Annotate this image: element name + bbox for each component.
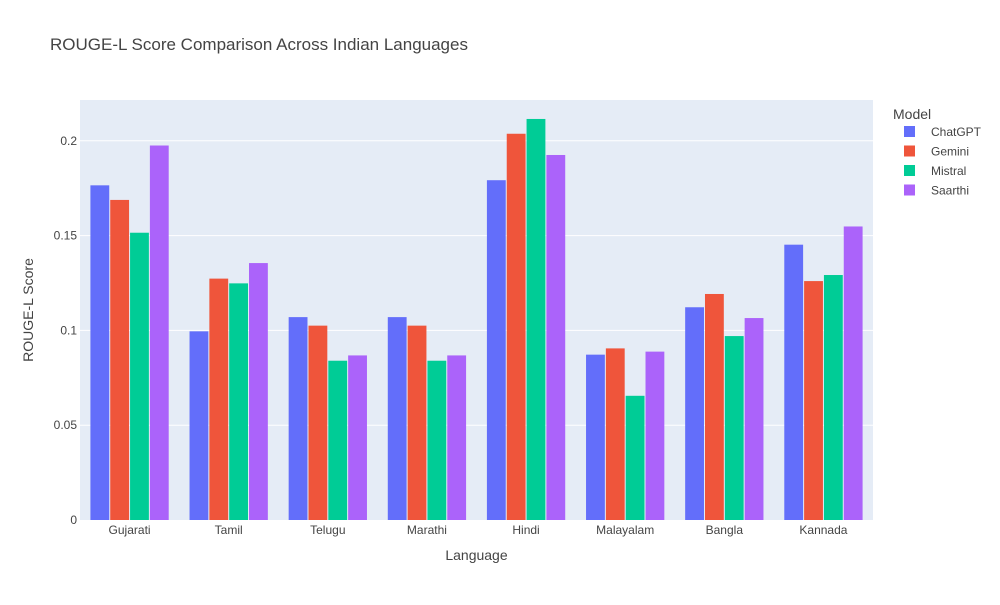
bar-gemini-malayalam [605,348,625,520]
legend-title: Model [893,106,931,122]
x-tick-label: Hindi [512,523,539,537]
bar-gemini-telugu [308,325,328,520]
legend-items: ChatGPT Gemini Mistral Saarthi [904,125,982,198]
bar-mistral-bangla [724,336,744,520]
y-tick-labels: 0 0.05 0.1 0.15 0.2 [54,134,78,527]
bar-chatgpt-gujarati [90,185,110,520]
bar-mistral-tamil [229,283,249,520]
bar-saarthi-kannada [843,226,863,520]
x-tick-label: Tamil [215,523,243,537]
x-tick-label: Telugu [310,523,345,537]
bar-chatgpt-bangla [685,307,704,520]
x-tick-label: Gujarati [109,523,151,537]
bar-mistral-hindi [526,118,546,521]
legend-label: Saarthi [931,184,969,198]
bar-saarthi-hindi [546,154,566,520]
chart-title: ROUGE-L Score Comparison Across Indian L… [50,35,468,54]
x-tick-label: Malayalam [596,523,654,537]
bar-saarthi-tamil [249,263,268,520]
legend-label: Mistral [931,164,966,178]
bar-gemini-hindi [506,133,526,520]
bar-saarthi-malayalam [645,351,665,520]
bar-chatgpt-malayalam [586,354,605,520]
bar-saarthi-gujarati [149,145,169,520]
legend-swatch [904,184,915,196]
bar-chatgpt-kannada [784,244,804,521]
bar-gemini-kannada [804,281,823,520]
bar-chatgpt-marathi [387,317,407,520]
bar-mistral-marathi [427,360,447,520]
y-tick-label: 0.1 [60,323,77,337]
x-axis-title: Language [445,547,508,563]
legend-item-gemini[interactable]: Gemini [904,145,969,159]
legend-item-saarthi[interactable]: Saarthi [904,184,969,198]
legend-label: Gemini [931,145,969,159]
legend: Model ChatGPT Gemini Mistral Saarthi [893,106,982,198]
x-tick-label: Bangla [706,523,744,537]
bars [90,118,863,521]
bar-chatgpt-hindi [486,180,506,520]
y-tick-label: 0.05 [54,418,78,432]
x-tick-label: Marathi [407,523,447,537]
bar-mistral-gujarati [130,232,149,520]
bar-mistral-malayalam [625,395,645,520]
bar-chatgpt-telugu [288,317,308,520]
y-axis-title: ROUGE-L Score [20,258,36,362]
bar-saarthi-telugu [348,355,367,520]
y-tick-label: 0 [70,513,77,527]
bar-saarthi-bangla [744,318,764,520]
legend-swatch [904,165,915,176]
bar-gemini-gujarati [110,199,130,520]
bar-mistral-kannada [823,275,843,520]
x-tick-labels: Gujarati Tamil Telugu Marathi Hindi Malayalam… [109,523,848,537]
bar-chatgpt-tamil [189,331,209,520]
bar-gemini-tamil [209,278,229,520]
legend-swatch [904,126,915,137]
legend-item-mistral[interactable]: Mistral [904,164,966,178]
x-tick-label: Kannada [799,523,847,537]
y-tick-label: 0.15 [54,229,78,243]
legend-label: ChatGPT [931,125,982,139]
bar-saarthi-marathi [447,355,467,520]
bar-gemini-bangla [704,293,724,520]
y-tick-label: 0.2 [60,134,77,148]
legend-swatch [904,145,915,157]
bar-mistral-telugu [328,360,348,520]
legend-item-chatgpt[interactable]: ChatGPT [904,125,982,139]
bar-gemini-marathi [407,325,427,520]
